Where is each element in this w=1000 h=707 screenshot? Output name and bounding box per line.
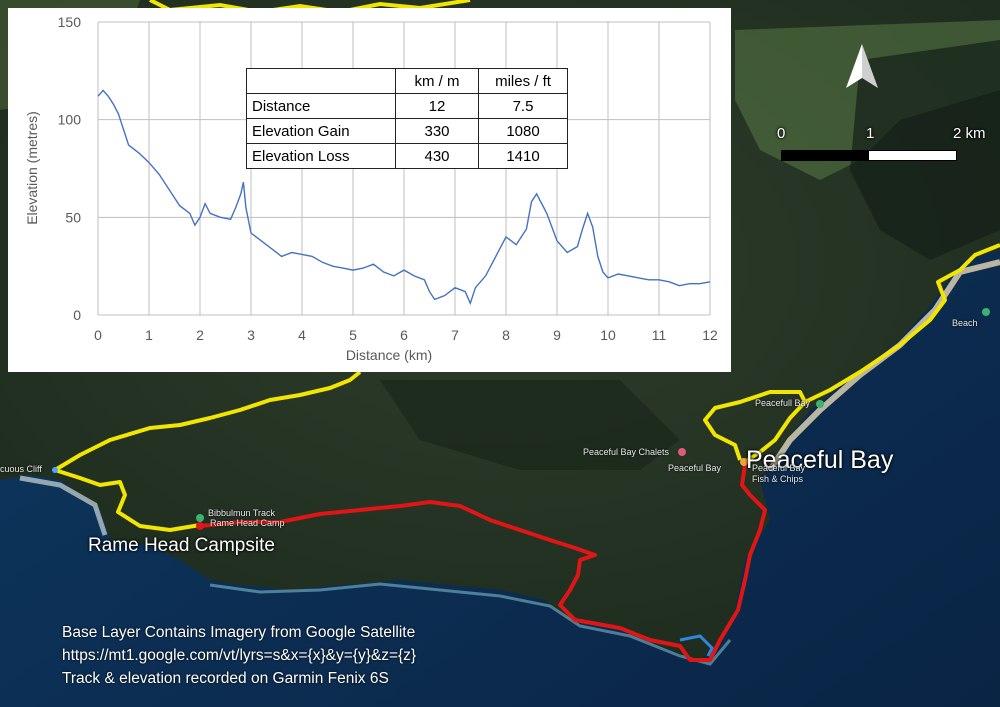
stats-metric: 430	[395, 143, 479, 169]
credit-line-3: Track & elevation recorded on Garmin Fen…	[62, 670, 389, 687]
stats-imperial: 1080	[478, 118, 568, 144]
scale-bar	[781, 150, 957, 161]
stats-imperial: 7.5	[478, 93, 568, 119]
dark-forest	[380, 380, 680, 470]
poi-label-beach: Beach	[952, 318, 978, 328]
credit-line-2: https://mt1.google.com/vt/lyrs=s&x={x}&y…	[62, 647, 417, 664]
campsite-marker	[196, 522, 204, 530]
stats-row-distance: Distance 12 7.5	[246, 93, 568, 119]
scale-label-1: 1	[866, 125, 875, 142]
beach	[19, 475, 108, 536]
poi-label-town: Peaceful Bay	[668, 463, 722, 473]
y-tick-label: 100	[58, 112, 82, 128]
stats-header-metric: km / m	[395, 68, 479, 94]
poi-label-peacefull-bay: Peacefull Bay	[755, 398, 811, 408]
park-icon	[816, 400, 824, 408]
stats-header-imperial: miles / ft	[478, 68, 568, 94]
stats-metric: 330	[395, 118, 479, 144]
x-tick-label: 2	[196, 327, 204, 343]
x-tick-label: 0	[94, 327, 102, 343]
stats-header-blank	[246, 68, 396, 94]
x-axis-label: Distance (km)	[346, 347, 432, 363]
scale-label-0: 0	[777, 125, 786, 142]
y-tick-label: 150	[58, 14, 82, 30]
x-tick-label: 1	[145, 327, 153, 343]
x-tick-label: 5	[349, 327, 357, 343]
food-icon	[740, 458, 748, 466]
hotel-icon	[678, 448, 686, 456]
surf	[209, 582, 732, 666]
x-tick-label: 7	[451, 327, 459, 343]
x-tick-label: 3	[247, 327, 255, 343]
poi-label-fish-chips-2: Fish & Chips	[752, 474, 804, 484]
stats-row-loss: Elevation Loss 430 1410	[246, 143, 568, 169]
poi-label-bibbulmun-2: Rame Head Camp	[210, 518, 285, 528]
trail-yellow	[53, 370, 362, 532]
elevation-profile-panel: 0 50 100 150 0 1 2 3 4 5 6 7 8 9 10 11 12 Distance (km)…	[8, 8, 731, 372]
x-tick-label: 10	[600, 327, 616, 343]
y-tick-label: 0	[73, 307, 81, 323]
x-tick-label: 6	[400, 327, 408, 343]
stats-label: Distance	[246, 93, 396, 119]
stats-label: Elevation Gain	[246, 118, 396, 144]
stats-imperial: 1410	[478, 143, 568, 169]
scale-label-2km: 2 km	[953, 125, 986, 142]
poi-label-chalets: Peaceful Bay Chalets	[583, 447, 670, 457]
y-tick-label: 50	[65, 209, 81, 225]
stats-metric: 12	[395, 93, 479, 119]
stats-table: km / m miles / ft Distance 12 7.5 Elevat…	[246, 68, 568, 169]
north-arrow-icon	[846, 44, 878, 88]
rame-head-campsite-label: Rame Head Campsite	[88, 535, 275, 556]
x-tick-label: 8	[502, 327, 510, 343]
x-axis-ticks: 0 1 2 3 4 5 6 7 8 9 10 11 12	[94, 327, 718, 343]
x-tick-label: 9	[553, 327, 561, 343]
poi-label-bibbulmun-1: Bibbulmun Track	[208, 508, 276, 518]
stats-row-gain: Elevation Gain 330 1080	[246, 118, 568, 144]
trail-yellow	[703, 243, 1000, 464]
lookout-icon	[52, 467, 58, 473]
y-axis-label: Elevation (metres)	[24, 111, 40, 225]
campsite-icon	[196, 514, 204, 522]
poi-label-fish-chips-1: Peaceful Bay	[752, 463, 806, 473]
stats-header-row: km / m miles / ft	[246, 68, 568, 94]
peaceful-bay-label: Peaceful Bay	[746, 446, 894, 474]
elevation-line	[97, 89, 711, 306]
x-tick-label: 4	[298, 327, 306, 343]
x-tick-label: 11	[652, 327, 667, 343]
y-axis-ticks: 0 50 100 150	[58, 14, 82, 323]
poi-label-cliff: cuous Cliff	[0, 464, 42, 474]
side-trip-blue	[679, 634, 714, 657]
x-tick-label: 12	[702, 327, 718, 343]
credit-line-1: Base Layer Contains Imagery from Google …	[62, 624, 416, 641]
beach-icon	[982, 308, 990, 316]
route-red	[199, 464, 767, 662]
stats-label: Elevation Loss	[246, 143, 396, 169]
